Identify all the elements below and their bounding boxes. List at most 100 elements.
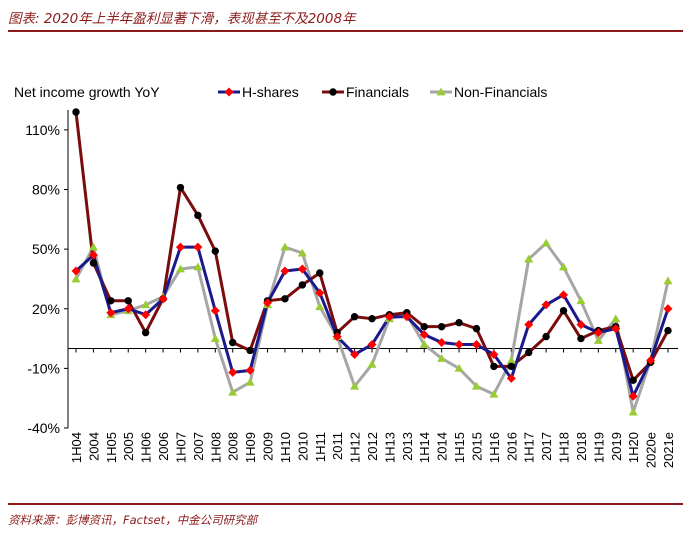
data-point-h-shares [193, 242, 203, 252]
x-tick-label: 1H06 [139, 432, 154, 463]
data-point-financials [89, 259, 98, 267]
data-point-h-shares [71, 266, 81, 276]
x-tick-label: 1H13 [382, 432, 397, 463]
data-point-non-financials [576, 296, 586, 305]
data-point-financials [455, 318, 463, 327]
x-tick-label: 1H07 [173, 432, 188, 463]
x-tick-label: 2013 [400, 432, 415, 461]
data-point-financials [629, 376, 637, 384]
data-point-non-financials [663, 276, 673, 285]
data-point-non-financials [593, 336, 603, 344]
data-point-h-shares [88, 250, 98, 260]
x-tick-label: 2018 [574, 432, 589, 461]
x-tick-label: 2014 [435, 432, 450, 461]
legend-label-financials: Financials [346, 84, 409, 100]
legend-marker-non-financials [436, 87, 446, 96]
x-tick-label: 2004 [86, 432, 101, 461]
data-point-h-shares [541, 300, 551, 310]
legend-label-non-financials: Non-Financials [454, 84, 547, 100]
data-point-non-financials [245, 377, 255, 386]
data-point-h-shares [402, 312, 412, 322]
data-point-non-financials [471, 381, 481, 390]
data-point-financials [316, 269, 324, 277]
x-tick-label: 1H17 [522, 432, 537, 463]
data-point-financials [281, 295, 289, 303]
data-point-h-shares [454, 340, 464, 350]
x-tick-label: 1H08 [208, 432, 223, 463]
data-point-financials [368, 314, 376, 323]
data-point-h-shares [576, 320, 586, 330]
x-tick-label: 1H05 [104, 432, 119, 463]
data-point-h-shares [141, 310, 151, 320]
data-point-financials [298, 281, 307, 289]
data-point-h-shares [297, 264, 307, 274]
data-point-h-shares [332, 332, 342, 342]
data-point-h-shares [315, 288, 325, 298]
data-point-non-financials [141, 300, 151, 309]
data-point-financials [472, 324, 481, 333]
legend-label-h-shares: H-shares [242, 84, 299, 100]
data-point-financials [72, 108, 80, 116]
data-point-non-financials [280, 242, 290, 251]
x-tick-label: 2015 [469, 432, 484, 461]
data-point-h-shares [263, 298, 273, 308]
data-point-financials [490, 362, 498, 371]
x-tick-label: 1H14 [417, 432, 432, 463]
data-point-h-shares [628, 391, 638, 401]
data-point-h-shares [593, 328, 603, 338]
data-point-h-shares [210, 306, 220, 316]
x-tick-label: 1H20 [626, 432, 641, 463]
data-point-financials [211, 247, 219, 255]
data-point-non-financials [350, 381, 360, 390]
data-point-financials [507, 362, 515, 371]
series-markers [71, 108, 673, 416]
data-point-financials [664, 326, 672, 335]
x-tick-label: 1H18 [557, 432, 572, 463]
data-point-non-financials [297, 248, 307, 257]
x-tick-label: 2005 [121, 432, 136, 461]
x-tick-label: 2016 [504, 432, 519, 461]
data-point-h-shares [175, 242, 185, 252]
data-point-h-shares [106, 308, 116, 318]
axis-labels: -40%-10%20%50%80%110%1H04 2004 1H05 2005 1H0… [14, 84, 676, 468]
x-tick-label: 1H15 [452, 432, 467, 463]
data-point-non-financials [315, 302, 325, 311]
data-point-financials [559, 307, 568, 315]
data-point-h-shares [367, 340, 377, 350]
y-axis-title: Net income growth YoY [14, 84, 160, 100]
data-point-h-shares [471, 340, 481, 350]
y-tick-label: 50% [32, 241, 60, 257]
y-tick-label: -40% [27, 420, 60, 436]
data-point-h-shares [384, 312, 394, 322]
data-point-non-financials [193, 262, 203, 271]
data-point-financials [229, 338, 237, 347]
data-point-h-shares [559, 290, 569, 300]
legend-marker-financials [329, 88, 337, 96]
x-tick-label: 2011 [330, 432, 345, 460]
data-point-h-shares [489, 349, 499, 359]
x-tick-label: 2019 [609, 432, 624, 461]
y-tick-label: 80% [32, 182, 60, 198]
x-tick-label: 1H19 [591, 432, 606, 463]
data-point-non-financials [541, 238, 551, 247]
data-point-h-shares [437, 338, 447, 348]
series-line-non-financials [74, 241, 670, 414]
x-tick-label: 1H12 [348, 432, 363, 463]
y-tick-label: 110% [25, 122, 60, 138]
legend: H-shares Financials Non-Financials [218, 84, 547, 100]
data-point-h-shares [350, 349, 360, 359]
data-point-h-shares [419, 330, 429, 340]
data-point-non-financials [454, 363, 464, 372]
data-point-financials [437, 322, 446, 331]
data-point-financials [525, 348, 533, 357]
data-point-non-financials [71, 274, 81, 283]
data-point-financials [107, 297, 115, 305]
data-point-non-financials [506, 355, 516, 364]
y-tick-label: 20% [32, 301, 60, 317]
data-point-financials [246, 346, 254, 355]
data-point-h-shares [123, 304, 133, 314]
data-point-non-financials [611, 314, 621, 323]
x-tick-label: 2010 [295, 432, 310, 461]
data-point-non-financials [175, 264, 185, 273]
data-point-non-financials [88, 242, 98, 251]
